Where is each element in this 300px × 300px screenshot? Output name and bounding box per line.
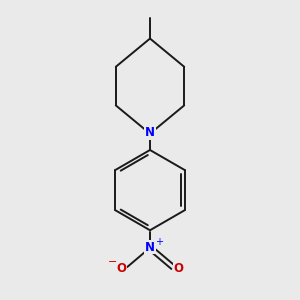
Text: O: O [117,262,127,275]
Text: N: N [145,126,155,139]
Text: +: + [155,237,164,247]
Text: O: O [173,262,183,275]
Text: −: − [108,257,117,267]
Text: N: N [145,241,155,254]
